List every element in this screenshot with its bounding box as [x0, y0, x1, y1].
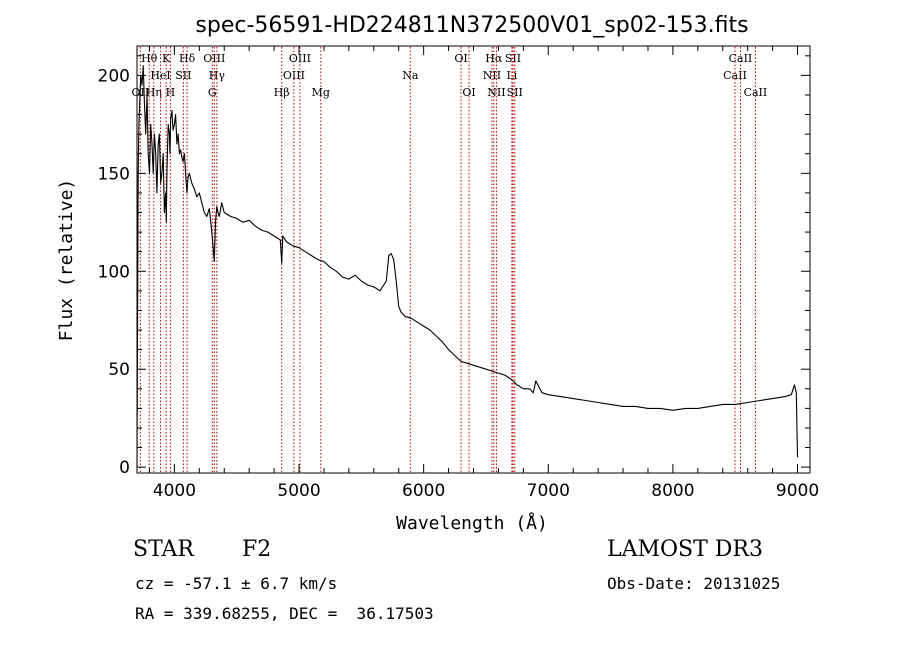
x-tick-label-7000: 7000: [527, 481, 570, 501]
line-label-7: Hδ: [179, 52, 196, 65]
line-label-26: CaII: [744, 86, 768, 99]
line-label-19: Hα: [485, 52, 503, 65]
line-label-21: Li: [506, 69, 517, 82]
line-label-24: CaII: [723, 69, 747, 82]
x-tick-label-8000: 8000: [651, 481, 694, 501]
line-label-13: OIII: [289, 52, 311, 65]
line-label-18: NII: [483, 69, 501, 82]
line-label-4: K: [162, 52, 171, 65]
line-label-6: SII: [175, 69, 191, 82]
line-label-11: Hβ: [274, 86, 290, 99]
x-tick-label-5000: 5000: [277, 481, 320, 501]
plot-frame: [136, 45, 811, 474]
x-tick-label-4000: 4000: [153, 481, 196, 501]
line-label-12: OIII: [283, 69, 305, 82]
line-label-23: SII: [507, 86, 523, 99]
line-label-22: SII: [505, 52, 521, 65]
survey-label: LAMOST DR3: [607, 537, 763, 562]
line-label-8: G: [208, 86, 217, 99]
line-label-25: CaII: [729, 52, 753, 65]
line-label-3: HeI: [150, 69, 170, 82]
line-label-2: Hη: [146, 86, 162, 99]
x-tick-label-6000: 6000: [402, 481, 445, 501]
line-label-14: Mg: [312, 86, 330, 99]
y-tick-label-150: 150: [98, 164, 130, 184]
y-tick-label-200: 200: [98, 66, 130, 86]
line-label-20: NII: [487, 86, 505, 99]
line-label-17: OI: [462, 86, 475, 99]
chart-title: spec-56591-HD224811N372500V01_sp02-153.f…: [195, 13, 748, 38]
y-tick-label-100: 100: [98, 262, 130, 282]
y-axis-label: Flux (relative): [56, 179, 77, 342]
line-label-5: H: [166, 86, 176, 99]
spectrum-series: [136, 65, 799, 468]
line-label-10: Hγ: [209, 69, 226, 82]
line-label-1: Hθ: [141, 52, 158, 65]
cz-value: cz = -57.1 ± 6.7 km/s: [135, 574, 338, 593]
y-tick-label-50: 50: [108, 360, 130, 380]
y-tick-label-0: 0: [119, 458, 130, 478]
object-subclass: F2: [242, 537, 272, 562]
object-class: STAR: [133, 537, 194, 562]
coordinates: RA = 339.68255, DEC = 36.17503: [135, 604, 434, 623]
line-label-9: OIII: [203, 52, 225, 65]
x-tick-label-9000: 9000: [776, 481, 819, 501]
spectrum-chart: spec-56591-HD224811N372500V01_sp02-153.f…: [56, 13, 819, 534]
line-label-16: OI: [454, 52, 467, 65]
line-label-15: Na: [402, 69, 419, 82]
obs-date: Obs-Date: 20131025: [607, 574, 781, 593]
x-axis-label: Wavelength (Å): [396, 512, 548, 534]
